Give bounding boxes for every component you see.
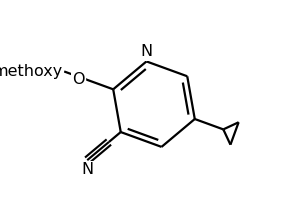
Text: N: N (81, 162, 93, 177)
Text: N: N (140, 44, 152, 59)
Text: methoxy: methoxy (0, 64, 63, 79)
Text: O: O (72, 72, 85, 87)
